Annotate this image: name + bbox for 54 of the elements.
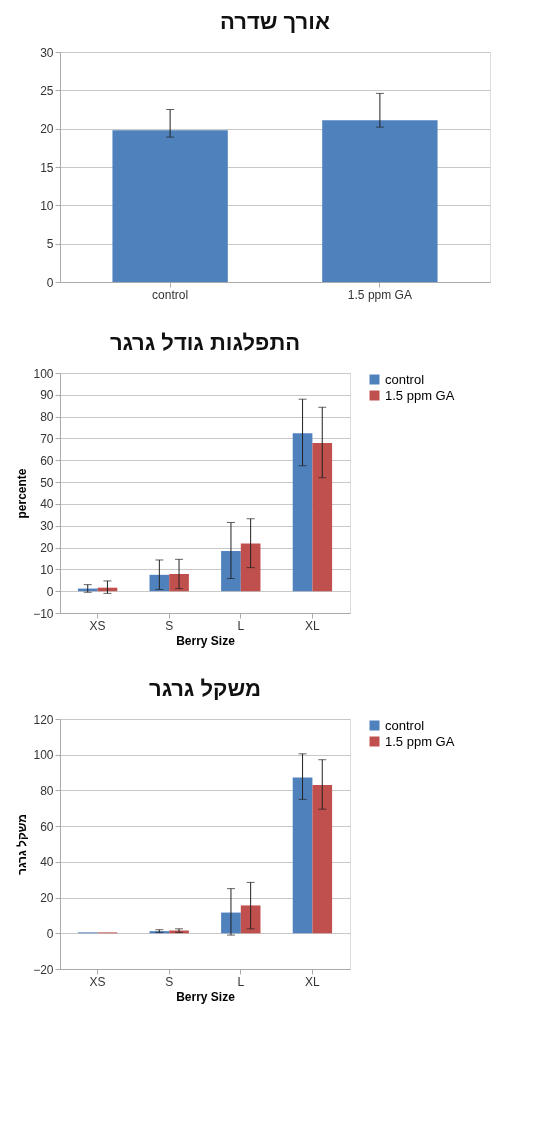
y-tick-label: 30 bbox=[40, 519, 54, 534]
y-tick-label: 80 bbox=[40, 410, 54, 425]
y-tick-label: 5 bbox=[46, 237, 54, 252]
y-tick-label: 100 bbox=[33, 748, 54, 763]
bar bbox=[292, 777, 313, 934]
y-tick-label: 10 bbox=[40, 562, 54, 577]
y-tick-label: 15 bbox=[40, 160, 54, 175]
y-tick-label: 0 bbox=[46, 275, 54, 290]
y-tick-label: 90 bbox=[40, 388, 54, 403]
y-tick-label: 120 bbox=[33, 712, 54, 727]
bar bbox=[240, 905, 261, 934]
bar bbox=[240, 543, 261, 592]
y-axis-title: משקל גרגר bbox=[15, 813, 30, 876]
x-tick-label: XS bbox=[89, 974, 106, 989]
y-tick-label: −20 bbox=[33, 962, 54, 977]
x-axis-title: Berry Size bbox=[176, 989, 236, 1004]
y-tick-label: 20 bbox=[40, 891, 54, 906]
bar bbox=[292, 433, 313, 592]
y-axis-title: percente bbox=[15, 468, 30, 519]
y-tick-label: 80 bbox=[40, 783, 54, 798]
y-tick-label: 50 bbox=[40, 475, 54, 490]
bar bbox=[312, 443, 333, 592]
x-tick-label: XS bbox=[89, 618, 106, 633]
bar bbox=[312, 784, 333, 934]
x-tick-label: L bbox=[237, 618, 245, 633]
y-tick-label: 100 bbox=[33, 366, 54, 381]
y-tick-label: 60 bbox=[40, 453, 54, 468]
y-tick-label: 40 bbox=[40, 855, 54, 870]
y-tick-label: 40 bbox=[40, 497, 54, 512]
bar bbox=[149, 574, 170, 592]
y-tick-label: 60 bbox=[40, 819, 54, 834]
x-tick-label: XL bbox=[305, 618, 321, 633]
y-tick-label: 30 bbox=[40, 45, 54, 60]
y-tick-label: 25 bbox=[40, 83, 54, 98]
chart-title: משקל גרגר bbox=[149, 676, 261, 701]
legend-label: 1.5 ppm GA bbox=[385, 387, 455, 403]
x-tick-label: L bbox=[237, 974, 245, 989]
y-tick-label: 70 bbox=[40, 431, 54, 446]
legend-label: 1.5 ppm GA bbox=[385, 733, 455, 749]
y-tick-label: −10 bbox=[33, 606, 54, 621]
y-tick-label: 0 bbox=[46, 926, 54, 941]
chart-title: התפלגות גודל גרגר bbox=[109, 330, 301, 355]
legend-label: control bbox=[385, 717, 425, 733]
x-tick-label: S bbox=[165, 618, 174, 633]
legend-label: control bbox=[385, 371, 425, 387]
y-tick-label: 10 bbox=[40, 198, 54, 213]
y-tick-label: 20 bbox=[40, 122, 54, 137]
x-axis-title: Berry Size bbox=[176, 633, 236, 648]
chart-title: אורך שדרה bbox=[220, 9, 330, 34]
y-tick-label: 0 bbox=[46, 584, 54, 599]
x-tick-label: S bbox=[165, 974, 174, 989]
x-tick-label: XL bbox=[305, 974, 321, 989]
bar bbox=[221, 551, 241, 592]
y-tick-label: 20 bbox=[40, 541, 54, 556]
